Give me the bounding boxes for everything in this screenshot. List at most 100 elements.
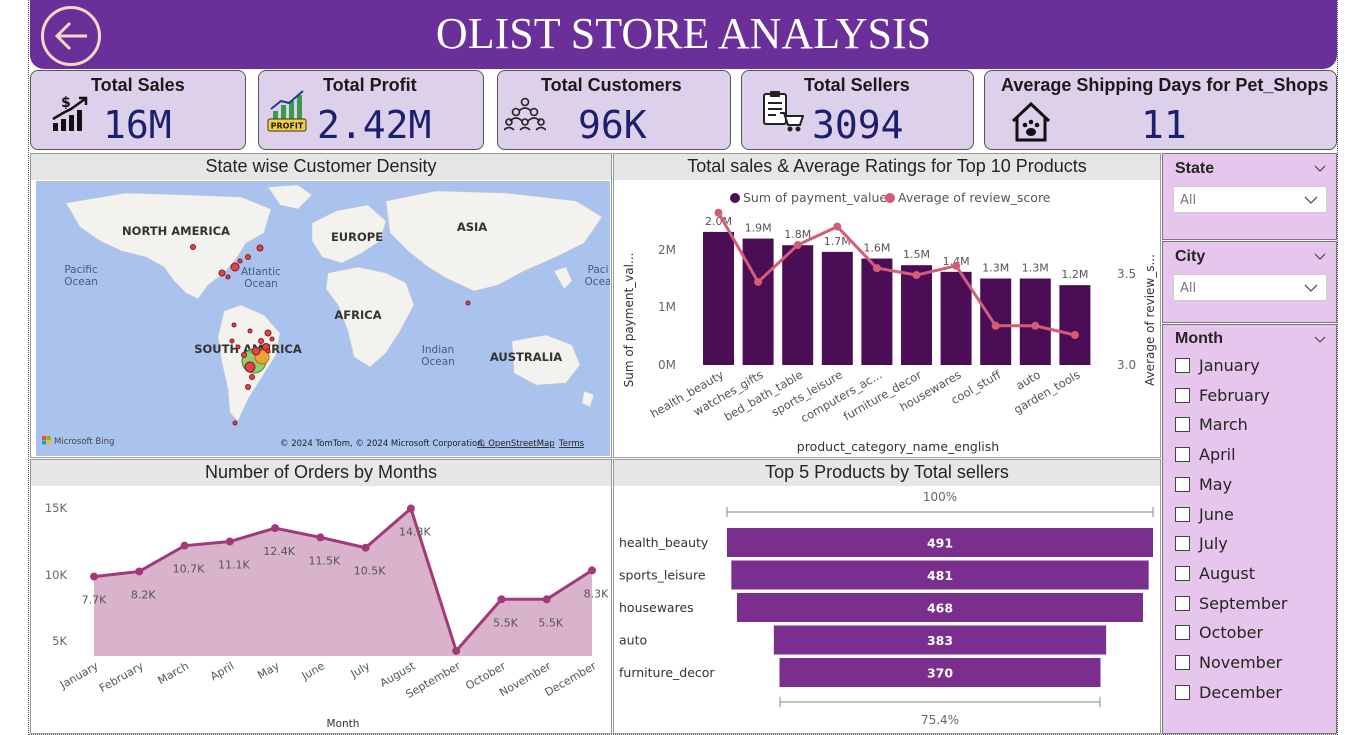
- orders-point[interactable]: [90, 572, 98, 581]
- map-bubble[interactable]: [249, 374, 255, 380]
- funnel-chart-panel: Top 5 Products by Total sellers 100% 75.…: [613, 459, 1161, 734]
- osm-link[interactable]: © OpenStreetMap: [477, 439, 555, 449]
- review-score-point[interactable]: [1031, 321, 1040, 330]
- map-bubble[interactable]: [258, 338, 264, 344]
- map-bubble[interactable]: [218, 269, 226, 277]
- month-option[interactable]: August: [1175, 564, 1255, 586]
- month-checkbox[interactable]: [1175, 595, 1190, 611]
- map-bubble[interactable]: [190, 244, 196, 250]
- orders-point[interactable]: [452, 646, 461, 655]
- map-bubble[interactable]: [465, 300, 471, 306]
- terms-link[interactable]: Terms: [558, 439, 585, 449]
- orders-area-chart[interactable]: 15K 10K 5K Month 7.7K January 8.2K February…: [31, 486, 611, 734]
- month-option[interactable]: November: [1175, 653, 1282, 675]
- bar-payment-value[interactable]: [1019, 278, 1051, 366]
- funnel-bar[interactable]: [731, 560, 1149, 590]
- month-checkbox[interactable]: [1175, 358, 1190, 373]
- x-tick-label: May: [255, 659, 282, 682]
- map-bubble[interactable]: [232, 420, 238, 426]
- month-checkbox[interactable]: [1175, 506, 1190, 522]
- review-score-point[interactable]: [1070, 331, 1079, 340]
- map-bubble[interactable]: [230, 262, 240, 272]
- bar-payment-value[interactable]: [1059, 285, 1091, 365]
- orders-point[interactable]: [225, 537, 234, 546]
- world-map[interactable]: NORTH AMERICA EUROPE ASIA AFRICA SOUTH A…: [36, 181, 610, 456]
- review-score-point[interactable]: [754, 277, 763, 286]
- bar-payment-value[interactable]: [742, 238, 774, 365]
- bar-payment-value[interactable]: [940, 271, 972, 365]
- map-bubble[interactable]: [235, 344, 241, 350]
- month-option[interactable]: July: [1175, 534, 1228, 556]
- month-checkbox[interactable]: [1175, 417, 1190, 433]
- map-bubble[interactable]: [247, 328, 253, 334]
- state-dropdown[interactable]: All: [1173, 186, 1327, 213]
- orders-point[interactable]: [497, 595, 506, 604]
- month-checkbox[interactable]: [1175, 565, 1190, 581]
- collapse-chevron-icon[interactable]: [1314, 336, 1326, 344]
- orders-point[interactable]: [135, 567, 144, 576]
- month-option[interactable]: October: [1175, 623, 1263, 645]
- city-dropdown[interactable]: All: [1173, 274, 1327, 301]
- map-bubble[interactable]: [264, 329, 272, 337]
- collapse-chevron-icon[interactable]: [1314, 253, 1326, 261]
- funnel-chart[interactable]: 100% 75.4% 491 health_beauty 481 sports_lei…: [614, 486, 1160, 734]
- review-score-point[interactable]: [714, 208, 723, 217]
- month-option[interactable]: June: [1175, 505, 1234, 527]
- review-score-point[interactable]: [991, 321, 1000, 330]
- orders-point[interactable]: [588, 566, 596, 575]
- month-option[interactable]: April: [1175, 445, 1236, 467]
- month-option[interactable]: May: [1175, 475, 1232, 497]
- map-bubble[interactable]: [237, 258, 243, 264]
- bar-payment-value[interactable]: [703, 231, 734, 365]
- combo-chart[interactable]: Sum of payment_value Average of review_s…: [614, 180, 1160, 457]
- month-checkbox[interactable]: [1175, 684, 1190, 700]
- bar-payment-value[interactable]: [980, 278, 1012, 366]
- month-option[interactable]: September: [1175, 594, 1287, 616]
- month-option[interactable]: December: [1175, 683, 1282, 705]
- map-bubble[interactable]: [245, 254, 251, 260]
- map-bubble[interactable]: [256, 244, 264, 252]
- review-score-point[interactable]: [872, 264, 881, 273]
- bar-payment-value[interactable]: [782, 245, 814, 365]
- funnel-bar[interactable]: [779, 658, 1101, 687]
- funnel-bar[interactable]: [773, 625, 1107, 655]
- map-bubble[interactable]: [231, 322, 237, 328]
- map-bubble[interactable]: [241, 352, 247, 358]
- map-bubble[interactable]: [225, 274, 231, 280]
- map-bubble[interactable]: [229, 338, 235, 344]
- month-checkbox[interactable]: [1175, 536, 1190, 552]
- map-bubble[interactable]: [269, 336, 275, 342]
- orders-point[interactable]: [406, 504, 415, 513]
- month-checkbox[interactable]: [1175, 387, 1190, 403]
- month-option[interactable]: February: [1175, 386, 1270, 408]
- orders-point[interactable]: [316, 533, 325, 542]
- month-checkbox[interactable]: [1175, 655, 1190, 670]
- month-option[interactable]: March: [1175, 415, 1248, 437]
- month-checkbox[interactable]: [1175, 447, 1190, 463]
- funnel-bar[interactable]: [736, 593, 1144, 622]
- review-score-point[interactable]: [833, 222, 842, 231]
- review-score-point[interactable]: [793, 241, 802, 250]
- bar-payment-value[interactable]: [901, 265, 932, 365]
- map-bubble[interactable]: [265, 348, 271, 354]
- map-bubble[interactable]: [251, 346, 261, 356]
- bar-payment-value[interactable]: [861, 258, 893, 365]
- orders-data-label: 7.7K: [82, 594, 107, 607]
- orders-point[interactable]: [271, 524, 280, 533]
- month-checkbox[interactable]: [1175, 476, 1190, 492]
- funnel-bar[interactable]: [727, 528, 1153, 557]
- month-option[interactable]: January: [1175, 356, 1260, 378]
- orders-point[interactable]: [542, 595, 551, 604]
- orders-data-label: 5.5K: [538, 616, 563, 629]
- month-checkbox[interactable]: [1175, 625, 1190, 641]
- orders-point[interactable]: [361, 543, 370, 552]
- map-bubble[interactable]: [245, 384, 251, 390]
- review-score-point[interactable]: [952, 261, 961, 270]
- back-button[interactable]: [41, 6, 101, 66]
- bar-payment-value[interactable]: [821, 251, 853, 365]
- collapse-chevron-icon[interactable]: [1314, 165, 1326, 173]
- review-score-line: [717, 212, 1076, 337]
- review-score-point[interactable]: [912, 271, 921, 280]
- map-bubble[interactable]: [244, 361, 256, 373]
- orders-point[interactable]: [180, 541, 189, 550]
